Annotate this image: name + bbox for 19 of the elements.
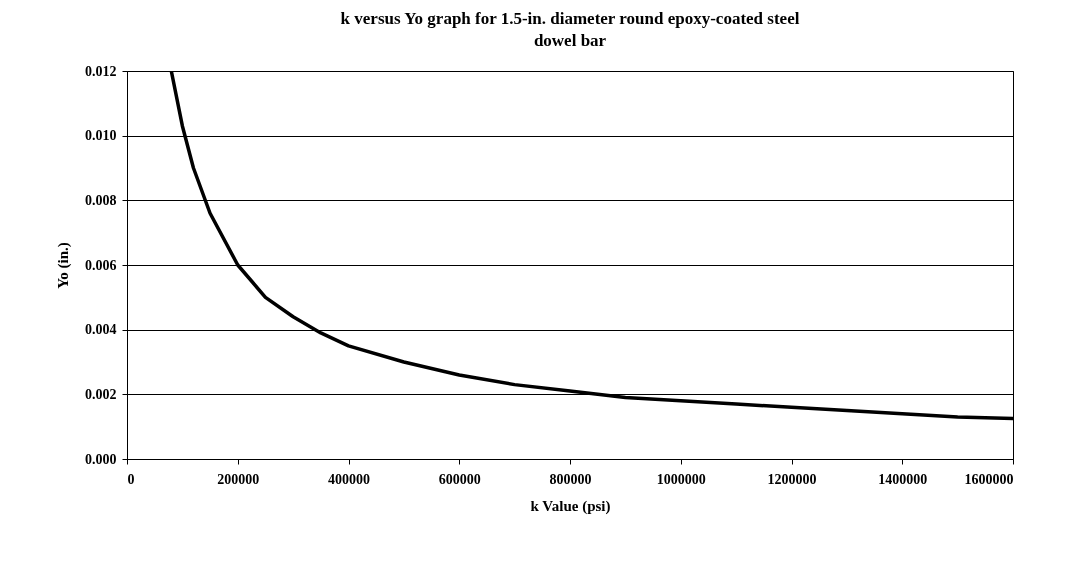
x-tick-label: 1000000 <box>656 471 706 487</box>
x-tick-label: 600000 <box>438 471 481 487</box>
y-tick-label: 0.012 <box>85 63 117 79</box>
x-tick-label: 1400000 <box>878 471 928 487</box>
x-tick-label: 200000 <box>217 471 260 487</box>
y-axis-title: Yo (in.) <box>55 242 72 289</box>
y-tick-label: 0.010 <box>85 128 117 144</box>
y-tick-label: 0.000 <box>85 451 117 467</box>
x-tick-label: 800000 <box>549 471 592 487</box>
chart-title: k versus Yo graph for 1.5-in. diameter round epoxy-coated steel dowel bar <box>340 9 800 50</box>
x-tick-label: 1200000 <box>767 471 817 487</box>
y-tick-label: 0.006 <box>85 257 117 273</box>
x-axis-title: k Value (psi) <box>530 497 611 515</box>
x-tick-label: 1600000 <box>964 471 1014 487</box>
x-tick-label: 0 <box>127 471 135 487</box>
y-tick-label: 0.004 <box>85 322 117 338</box>
x-tick-label: 400000 <box>328 471 370 487</box>
y-tick-label: 0.002 <box>85 386 117 402</box>
y-tick-label: 0.008 <box>85 192 117 208</box>
